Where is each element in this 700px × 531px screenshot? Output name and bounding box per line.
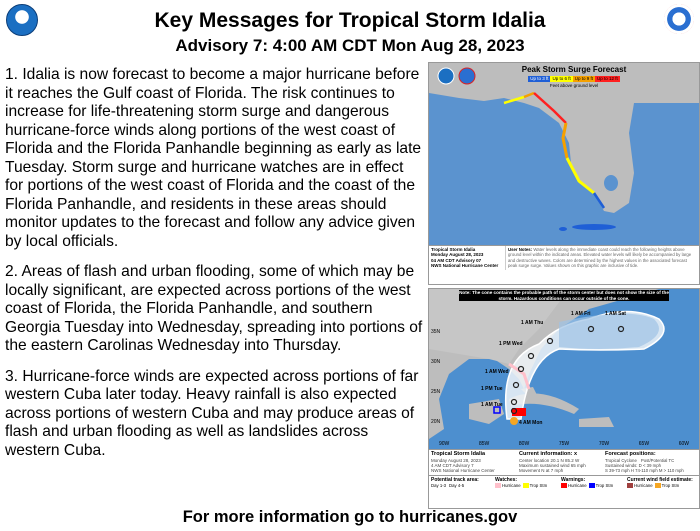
user-notes-text: Water levels along the immediate coast c… [508, 247, 692, 268]
lon-label: 90W [439, 441, 450, 447]
surge-legend: Up to 3 ft Up to 6 ft Up to 9 ft Up to 1… [528, 76, 620, 82]
tropstorm-warning-key: Trop Stm [588, 482, 613, 489]
cone-info-row: Tropical Storm Idalia Monday August 28, … [429, 449, 699, 475]
lon-label: 65W [638, 441, 650, 447]
tropstorm-wind-key: Trop Stm [654, 482, 679, 489]
watches-label: Watches: [495, 476, 518, 483]
forecast-title: Forecast positions: [605, 451, 656, 457]
key-message-3: 3. Hurricane-force winds are expected ac… [5, 367, 419, 459]
surge-storm-name: Tropical Storm Idalia [431, 247, 476, 252]
position-1am-sat: 1 AM Sat [605, 311, 626, 317]
max-wind: Maximum sustained wind 65 mph [519, 462, 586, 468]
track-area-legend: Potential track area: Day 1-3 Day 4-5 [429, 476, 493, 490]
wind-field-legend: Current wind field estimate: Hurricane Tr… [625, 476, 699, 490]
lon-label: 70W [598, 441, 610, 447]
track-area-label: Potential track area: [431, 476, 479, 483]
day-1-3-key: Day 1-3 [431, 482, 447, 488]
cone-map-graphic [429, 289, 699, 449]
cone-legend: Potential track area: Day 1-3 Day 4-5 Wat… [429, 474, 699, 490]
position-1pm-tue: 1 PM Tue [481, 386, 503, 392]
surge-legend-9ft: Up to 9 ft [572, 76, 596, 82]
position-1am-fri: 1 AM Fri [571, 311, 591, 317]
surge-map-footer: Tropical Storm Idalia Monday August 28, … [429, 245, 699, 270]
cone-advisory: 4 AM CDT Advisory 7 [431, 462, 474, 468]
position-1am-thu: 1 AM Thu [521, 320, 544, 326]
surge-map-title: Peak Storm Surge Forecast [521, 65, 627, 74]
surge-map-info: Tropical Storm Idalia Monday August 28, … [429, 246, 505, 270]
footer-link-text: For more information go to hurricanes.go… [182, 508, 518, 526]
current-info-title: Current information: x [519, 451, 578, 457]
surge-advisory: 04 AM CDT Advisory 07 [431, 257, 482, 263]
watches-legend: Watches: Hurricane Trop Stm [493, 476, 559, 490]
surge-legend-12ft: Up to 12 ft [595, 76, 620, 82]
key-message-1: 1. Idalia is now forecast to become a ma… [5, 66, 422, 250]
cone-center: NWS National Hurricane Center [431, 468, 495, 474]
advisory-subtitle: Advisory 7: 4:00 AM CDT Mon Aug 28, 2023 [175, 36, 525, 55]
position-1am-wed: 1 AM Wed [485, 369, 509, 375]
surge-legend-6ft: Up to 6 ft [550, 76, 573, 82]
lon-label: 85W [478, 441, 490, 447]
forecast-positions: Forecast positions: Tropical Cyclone Pos… [603, 450, 699, 475]
nws-logo [664, 4, 694, 34]
key-messages: 1. Idalia is now forecast to become a ma… [5, 66, 423, 502]
lon-labels: 90W 85W 80W 75W 70W 65W 60W [439, 441, 689, 447]
current-information: Current information: x Center location 2… [517, 450, 603, 475]
hurricane-warning-key: Hurricane [561, 482, 587, 489]
post-tc-key: Post/Potential TC [640, 457, 675, 463]
surge-legend-3ft: Up to 3 ft [528, 76, 551, 82]
wind-field-label: Current wind field estimate: [627, 476, 693, 483]
tropstorm-watch-key: Trop Stm [522, 482, 547, 489]
hurricane-wind-key: Hurricane [627, 482, 653, 489]
surge-map-header: Peak Storm Surge Forecast Up to 3 ft Up … [499, 65, 649, 89]
center-location: Center location 20.1 N 85.2 W [519, 457, 580, 463]
lon-label: 80W [518, 441, 530, 447]
page-title: Key Messages for Tropical Storm Idalia [154, 9, 546, 32]
noaa-logo [6, 4, 38, 36]
lon-label: 60W [678, 441, 689, 447]
lat-label: 25N [431, 389, 441, 395]
storm-surge-map: Peak Storm Surge Forecast Up to 3 ft Up … [428, 62, 700, 285]
cone-storm-info: Tropical Storm Idalia Monday August 28, … [429, 450, 517, 475]
wind-categories-key: S 39-73 mph H 74-110 mph M > 110 mph [605, 467, 684, 473]
warnings-legend: Warnings: Hurricane Trop Stm [559, 476, 625, 490]
surge-center: NWS National Hurricane Center [431, 263, 499, 269]
cone-map-area: Note: The cone contains the probable pat… [429, 289, 699, 449]
cone-storm-name: Tropical Storm Idalia [431, 451, 486, 457]
forecast-cone-map: Note: The cone contains the probable pat… [428, 288, 700, 509]
surge-date: Monday August 28, 2023 [431, 252, 484, 258]
lat-label: 35N [431, 329, 441, 335]
lat-label: 30N [431, 359, 441, 365]
cone-date: Monday August 28, 2023 [431, 457, 481, 463]
cone-note: Note: The cone contains the probable pat… [459, 290, 669, 301]
movement: Movement N at 7 mph [519, 468, 564, 474]
surge-legend-note: Feet above ground level [549, 83, 599, 88]
surge-map-area: Peak Storm Surge Forecast Up to 3 ft Up … [429, 63, 699, 245]
user-notes-label: User Notes: [508, 247, 533, 252]
tropical-cyclone-key: Tropical Cyclone [605, 457, 637, 463]
lat-label: 20N [431, 419, 441, 425]
warnings-label: Warnings: [561, 476, 586, 483]
surge-user-notes: User Notes: Water levels along the immed… [505, 246, 699, 270]
key-message-2: 2. Areas of flash and urban flooding, so… [5, 263, 423, 354]
surge-map-graphic [429, 63, 699, 245]
sustained-winds-key: Sustained winds: D < 39 mph [605, 462, 662, 468]
lon-label: 75W [558, 441, 570, 447]
hurricane-watch-key: Hurricane [495, 482, 521, 489]
position-1pm-wed: 1 PM Wed [499, 341, 523, 347]
day-4-5-key: Day 4-5 [449, 482, 465, 488]
position-4am-mon: 4 AM Mon [519, 420, 543, 426]
position-1am-tue: 1 AM Tue [481, 402, 503, 408]
